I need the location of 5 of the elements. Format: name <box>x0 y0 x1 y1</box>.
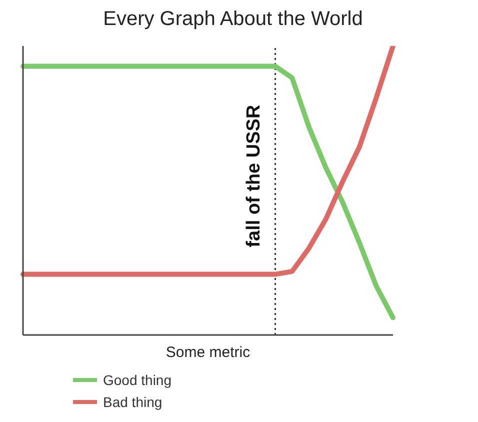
chart-title: Every Graph About the World <box>102 8 364 31</box>
legend-label: Good thing <box>103 372 172 388</box>
annotation: fall of the USSR <box>243 104 264 248</box>
x-axis-title: Some metric <box>166 344 251 361</box>
legend-label: Bad thing <box>103 394 162 410</box>
